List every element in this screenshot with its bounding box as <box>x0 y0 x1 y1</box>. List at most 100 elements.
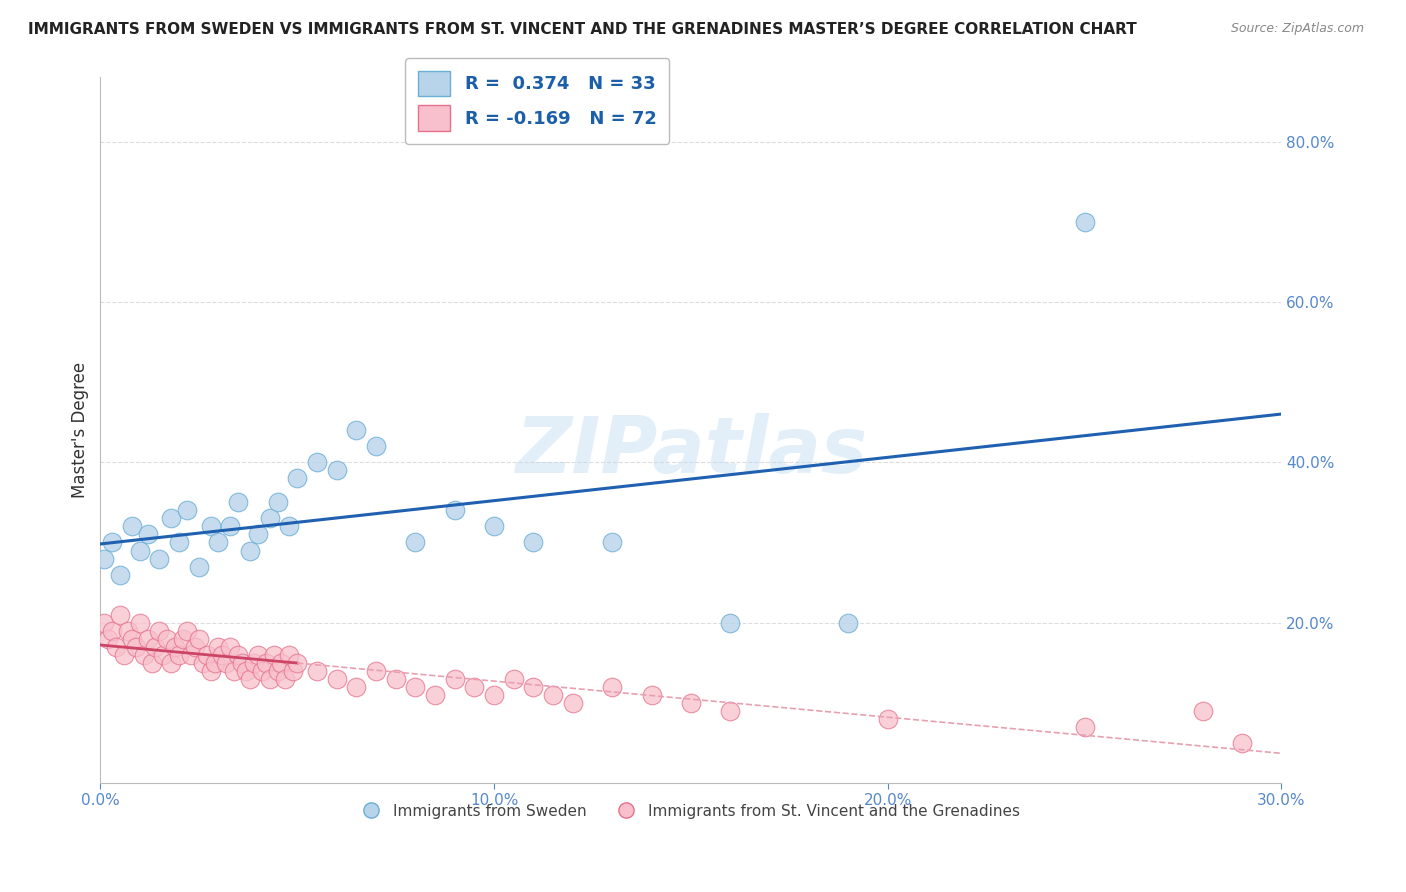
Point <box>259 672 281 686</box>
Point <box>105 640 128 654</box>
Y-axis label: Master's Degree: Master's Degree <box>72 362 89 499</box>
Point <box>837 615 859 630</box>
Point <box>176 624 198 638</box>
Point <box>325 463 347 477</box>
Point <box>176 503 198 517</box>
Point <box>266 495 288 509</box>
Point <box>128 615 150 630</box>
Point <box>274 672 297 686</box>
Point <box>128 543 150 558</box>
Point <box>239 543 262 558</box>
Point <box>148 551 170 566</box>
Point <box>266 664 288 678</box>
Point <box>93 551 115 566</box>
Point <box>112 648 135 662</box>
Point <box>219 519 242 533</box>
Text: IMMIGRANTS FROM SWEDEN VS IMMIGRANTS FROM ST. VINCENT AND THE GRENADINES MASTER’: IMMIGRANTS FROM SWEDEN VS IMMIGRANTS FRO… <box>28 22 1137 37</box>
Point <box>344 680 367 694</box>
Point <box>167 535 190 549</box>
Point <box>200 519 222 533</box>
Point <box>165 640 187 654</box>
Point <box>200 664 222 678</box>
Point <box>443 672 465 686</box>
Point <box>108 567 131 582</box>
Point <box>876 712 898 726</box>
Point <box>679 696 702 710</box>
Point <box>132 648 155 662</box>
Point <box>325 672 347 686</box>
Point <box>364 664 387 678</box>
Point <box>640 688 662 702</box>
Point <box>207 535 229 549</box>
Point <box>191 656 214 670</box>
Point <box>423 688 446 702</box>
Point <box>1073 720 1095 734</box>
Point <box>141 656 163 670</box>
Point <box>259 511 281 525</box>
Point <box>541 688 564 702</box>
Point <box>1073 215 1095 229</box>
Point <box>226 648 249 662</box>
Point <box>463 680 485 694</box>
Point <box>207 640 229 654</box>
Point <box>156 632 179 646</box>
Point <box>404 680 426 694</box>
Point <box>160 656 183 670</box>
Point <box>283 664 305 678</box>
Point <box>443 503 465 517</box>
Point <box>482 519 505 533</box>
Point <box>305 455 328 469</box>
Point <box>243 656 266 670</box>
Point <box>211 648 233 662</box>
Point <box>121 519 143 533</box>
Text: Source: ZipAtlas.com: Source: ZipAtlas.com <box>1230 22 1364 36</box>
Point <box>101 535 124 549</box>
Point <box>1191 704 1213 718</box>
Point <box>384 672 406 686</box>
Point <box>204 656 226 670</box>
Point <box>172 632 194 646</box>
Point <box>404 535 426 549</box>
Point <box>270 656 292 670</box>
Point <box>246 648 269 662</box>
Point <box>219 640 242 654</box>
Point <box>278 648 301 662</box>
Point <box>254 656 277 670</box>
Point <box>718 615 741 630</box>
Point <box>718 704 741 718</box>
Point <box>305 664 328 678</box>
Point <box>600 535 623 549</box>
Point <box>187 559 209 574</box>
Point <box>125 640 148 654</box>
Point <box>97 632 120 646</box>
Point <box>187 632 209 646</box>
Point <box>239 672 262 686</box>
Point <box>561 696 583 710</box>
Point <box>195 648 218 662</box>
Point <box>1230 736 1253 750</box>
Point <box>263 648 285 662</box>
Point <box>285 471 308 485</box>
Point <box>215 656 238 670</box>
Point <box>246 527 269 541</box>
Point <box>160 511 183 525</box>
Point <box>235 664 257 678</box>
Point <box>136 632 159 646</box>
Point <box>121 632 143 646</box>
Point <box>136 527 159 541</box>
Point <box>522 535 544 549</box>
Point <box>364 439 387 453</box>
Point <box>278 519 301 533</box>
Point <box>522 680 544 694</box>
Point <box>101 624 124 638</box>
Point <box>231 656 253 670</box>
Point <box>184 640 207 654</box>
Point <box>285 656 308 670</box>
Point <box>152 648 174 662</box>
Point <box>344 423 367 437</box>
Point <box>250 664 273 678</box>
Point <box>600 680 623 694</box>
Point <box>148 624 170 638</box>
Point <box>93 615 115 630</box>
Point <box>180 648 202 662</box>
